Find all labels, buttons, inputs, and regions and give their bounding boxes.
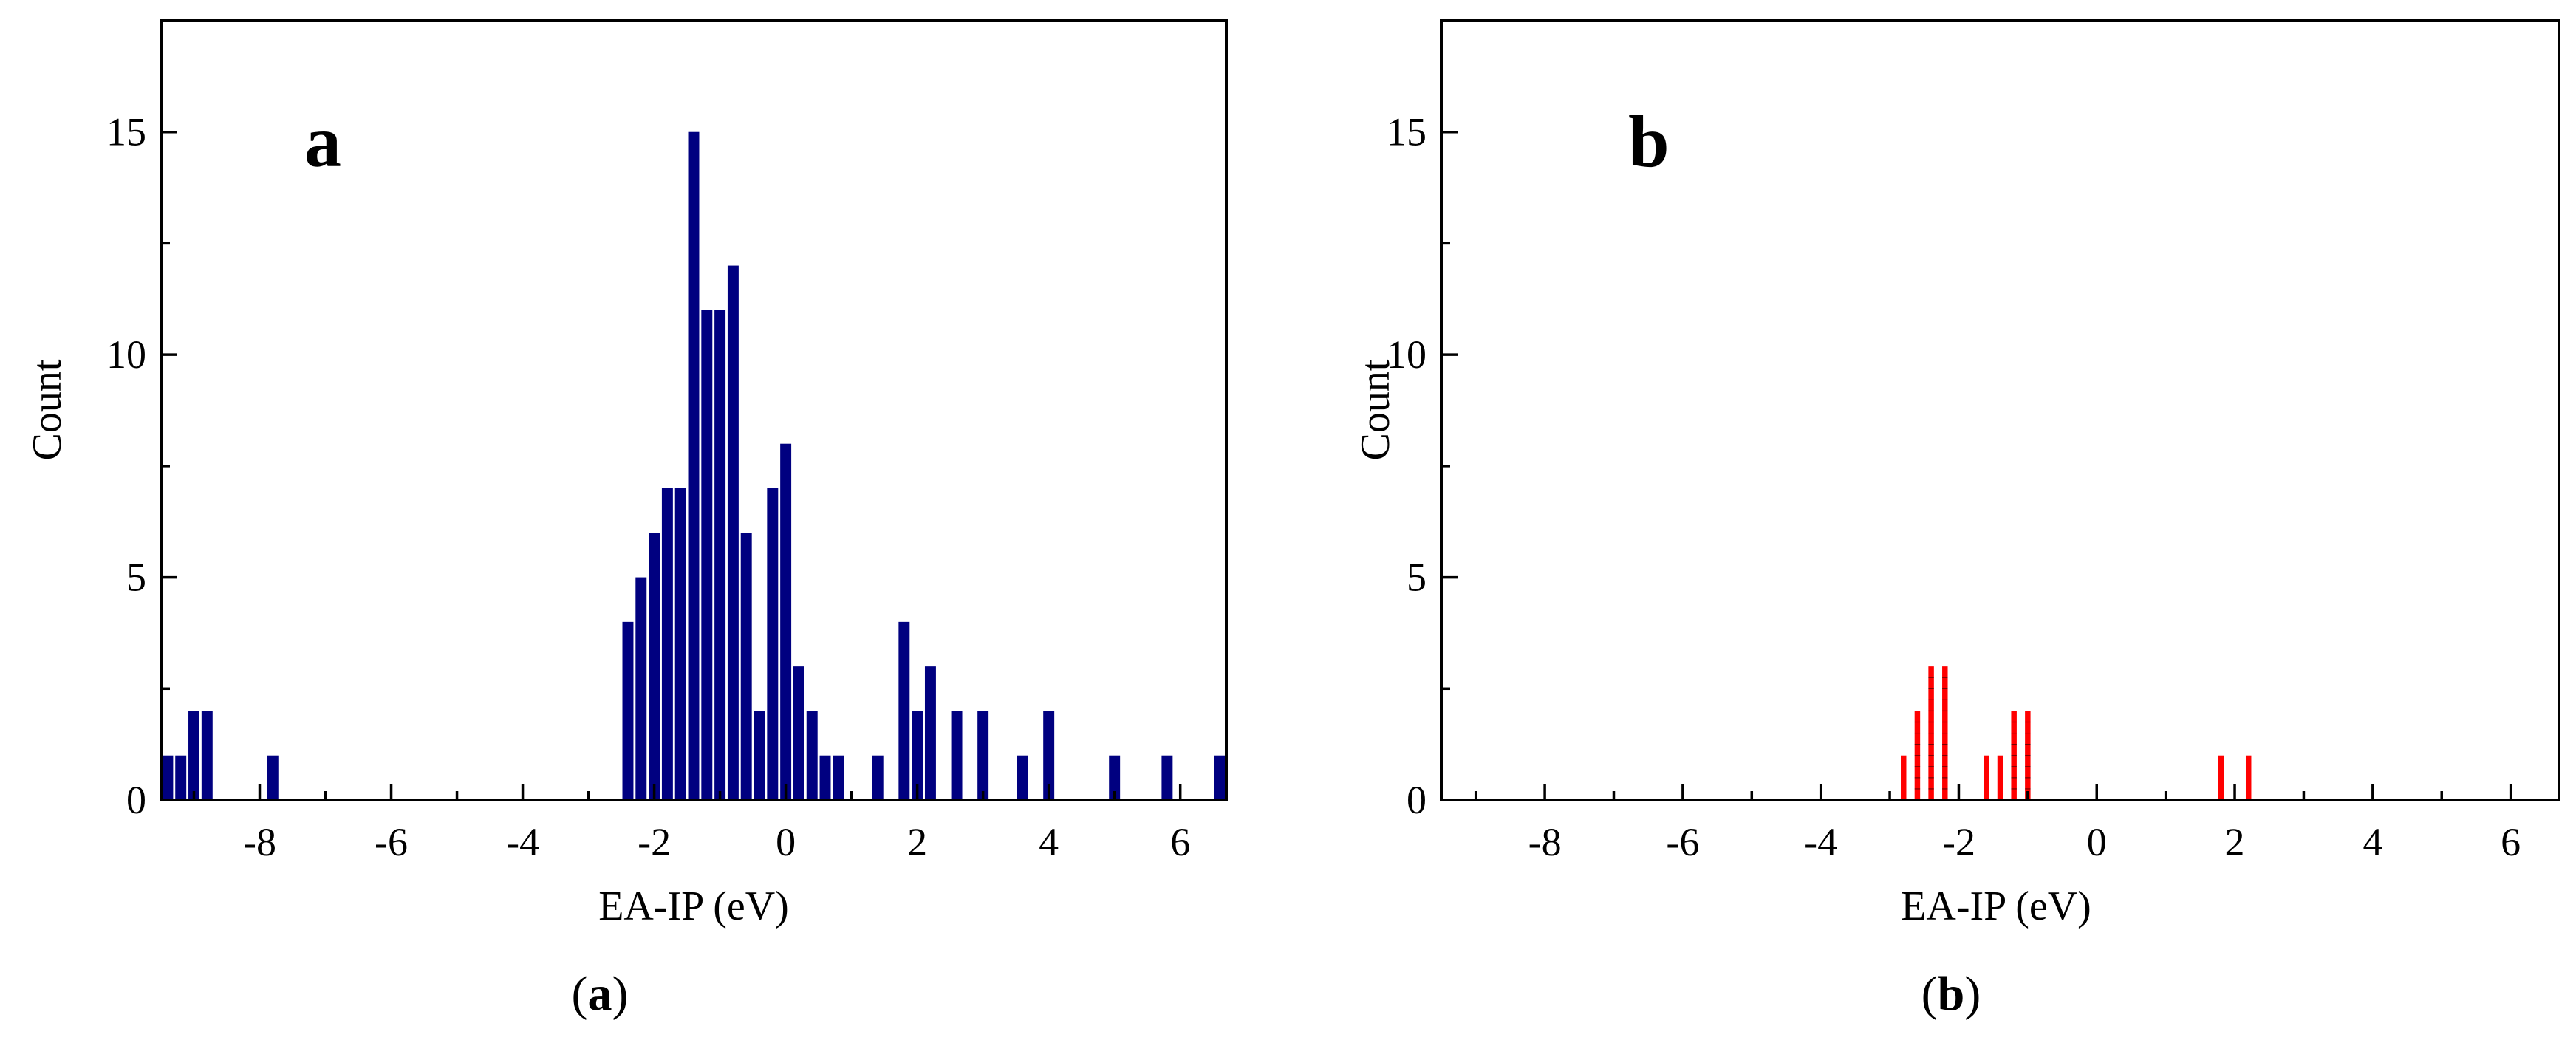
panel-b-y-tick-label: 15 — [1387, 110, 1427, 154]
panel-a-bar — [701, 310, 713, 800]
panel-b-y-tick-label: 0 — [1407, 778, 1427, 822]
panel-b-caption-letter: b — [1938, 967, 1965, 1021]
panel-a-bar — [688, 131, 700, 800]
panel-a-x-tick-label: -2 — [638, 820, 671, 864]
panel-b-bar — [2218, 755, 2224, 800]
panel-a-bar — [806, 711, 818, 800]
panel-a-bar — [912, 711, 923, 800]
panel-b-bar — [1997, 755, 2003, 800]
panel-b-caption-open: ( — [1921, 967, 1938, 1021]
panel-a-caption-letter: a — [588, 967, 612, 1021]
panel-a-y-tick-label: 15 — [106, 110, 146, 154]
panel-a-bar — [727, 265, 739, 800]
panel-b-x-axis-title: EA-IP (eV) — [1901, 883, 2091, 929]
panel-a-bar — [714, 310, 726, 800]
panel-a-bar — [674, 488, 686, 800]
panel-a-y-axis-title: Count — [24, 359, 70, 460]
panel-a-x-tick-label: 4 — [1039, 820, 1059, 864]
panel-a-bar — [188, 711, 199, 800]
panel-a-bar — [754, 711, 765, 800]
panel-a-bar — [819, 755, 831, 800]
panel-a-bar — [898, 621, 910, 800]
panel-b-bar — [1901, 755, 1907, 800]
panel-a-bar — [1017, 755, 1028, 800]
panel-a-plot-frame — [160, 19, 1228, 801]
panel-b-x-tick-label: -8 — [1528, 820, 1562, 864]
panel-a-bar — [162, 755, 174, 800]
panel-b-x-tick-label: -2 — [1942, 820, 1975, 864]
panel-a-bar — [267, 755, 279, 800]
panel-a-bar — [622, 621, 634, 800]
panel-b-plot-frame — [1440, 19, 2560, 801]
panel-a-x-axis-title: EA-IP (eV) — [598, 883, 789, 929]
panel-a-bar — [924, 666, 936, 800]
panel-a-y-tick-label: 5 — [126, 555, 146, 600]
panel-a-bars — [162, 131, 1226, 800]
panel-a-bar — [793, 666, 804, 800]
panel-b-y-axis-title: Count — [1353, 359, 1398, 460]
panel-a-bar — [1161, 755, 1173, 800]
panel-a-bar — [767, 488, 779, 800]
panel-a-bar — [635, 577, 647, 800]
panel-b-bar — [1984, 755, 1989, 800]
panel-b-caption: (b) — [1921, 967, 1981, 1021]
panel-a-bar — [1043, 711, 1055, 800]
panel-b-caption-close: ) — [1964, 967, 1981, 1021]
panel-b-letter: b — [1628, 100, 1670, 182]
panel-b-bar — [2245, 755, 2252, 800]
panel-a-bar — [175, 755, 187, 800]
panel-a-caption-close: ) — [612, 967, 629, 1021]
panel-a-y-tick-label: 10 — [106, 332, 146, 377]
panel-a-x-tick-label: -4 — [506, 820, 539, 864]
panel-a-caption-open: ( — [572, 967, 588, 1021]
panel-b-x-tick-label: -4 — [1804, 820, 1837, 864]
panel-a-bar — [201, 711, 213, 800]
panel-a-x-tick-label: 6 — [1170, 820, 1190, 864]
panel-a-bar — [833, 755, 844, 800]
panel-a-x-tick-label: -8 — [243, 820, 276, 864]
panel-a-bar — [780, 443, 792, 800]
panel-a-x-tick-label: 0 — [776, 820, 796, 864]
panel-a-bar — [649, 533, 660, 800]
panel-a-x-tick-label: -6 — [375, 820, 408, 864]
panel-b-x-tick-label: -6 — [1666, 820, 1699, 864]
panel-a-y-tick-label: 0 — [126, 778, 146, 822]
panel-a-bar — [977, 711, 989, 800]
panel-a-ticks: -8 -6 -4 -2 0 2 4 6 0 5 10 15 — [106, 19, 1190, 864]
panel-b-bars — [1901, 666, 2252, 800]
panel-b-x-tick-label: 0 — [2087, 820, 2107, 864]
panel-b-x-tick-label: 6 — [2501, 820, 2521, 864]
panel-b-y-tick-label: 10 — [1387, 332, 1427, 377]
panel-a-bar — [1109, 755, 1121, 800]
panel-b-x-tick-label: 4 — [2363, 820, 2382, 864]
panel-a-letter: a — [304, 100, 341, 182]
panel-a-caption: (a) — [572, 967, 629, 1021]
panel-b-ticks: -8 -6 -4 -2 0 2 4 6 0 5 10 15 — [1387, 19, 2521, 864]
panel-a-bar — [1214, 755, 1226, 800]
panel-a-bar — [872, 755, 884, 800]
panel-b-y-tick-label: 5 — [1407, 555, 1427, 600]
panel-a-bar — [661, 488, 673, 800]
panel-a-bar — [740, 533, 752, 800]
panel-a-bar — [951, 711, 963, 800]
panel-b-x-tick-label: 2 — [2225, 820, 2245, 864]
panel-a-x-tick-label: 2 — [907, 820, 927, 864]
